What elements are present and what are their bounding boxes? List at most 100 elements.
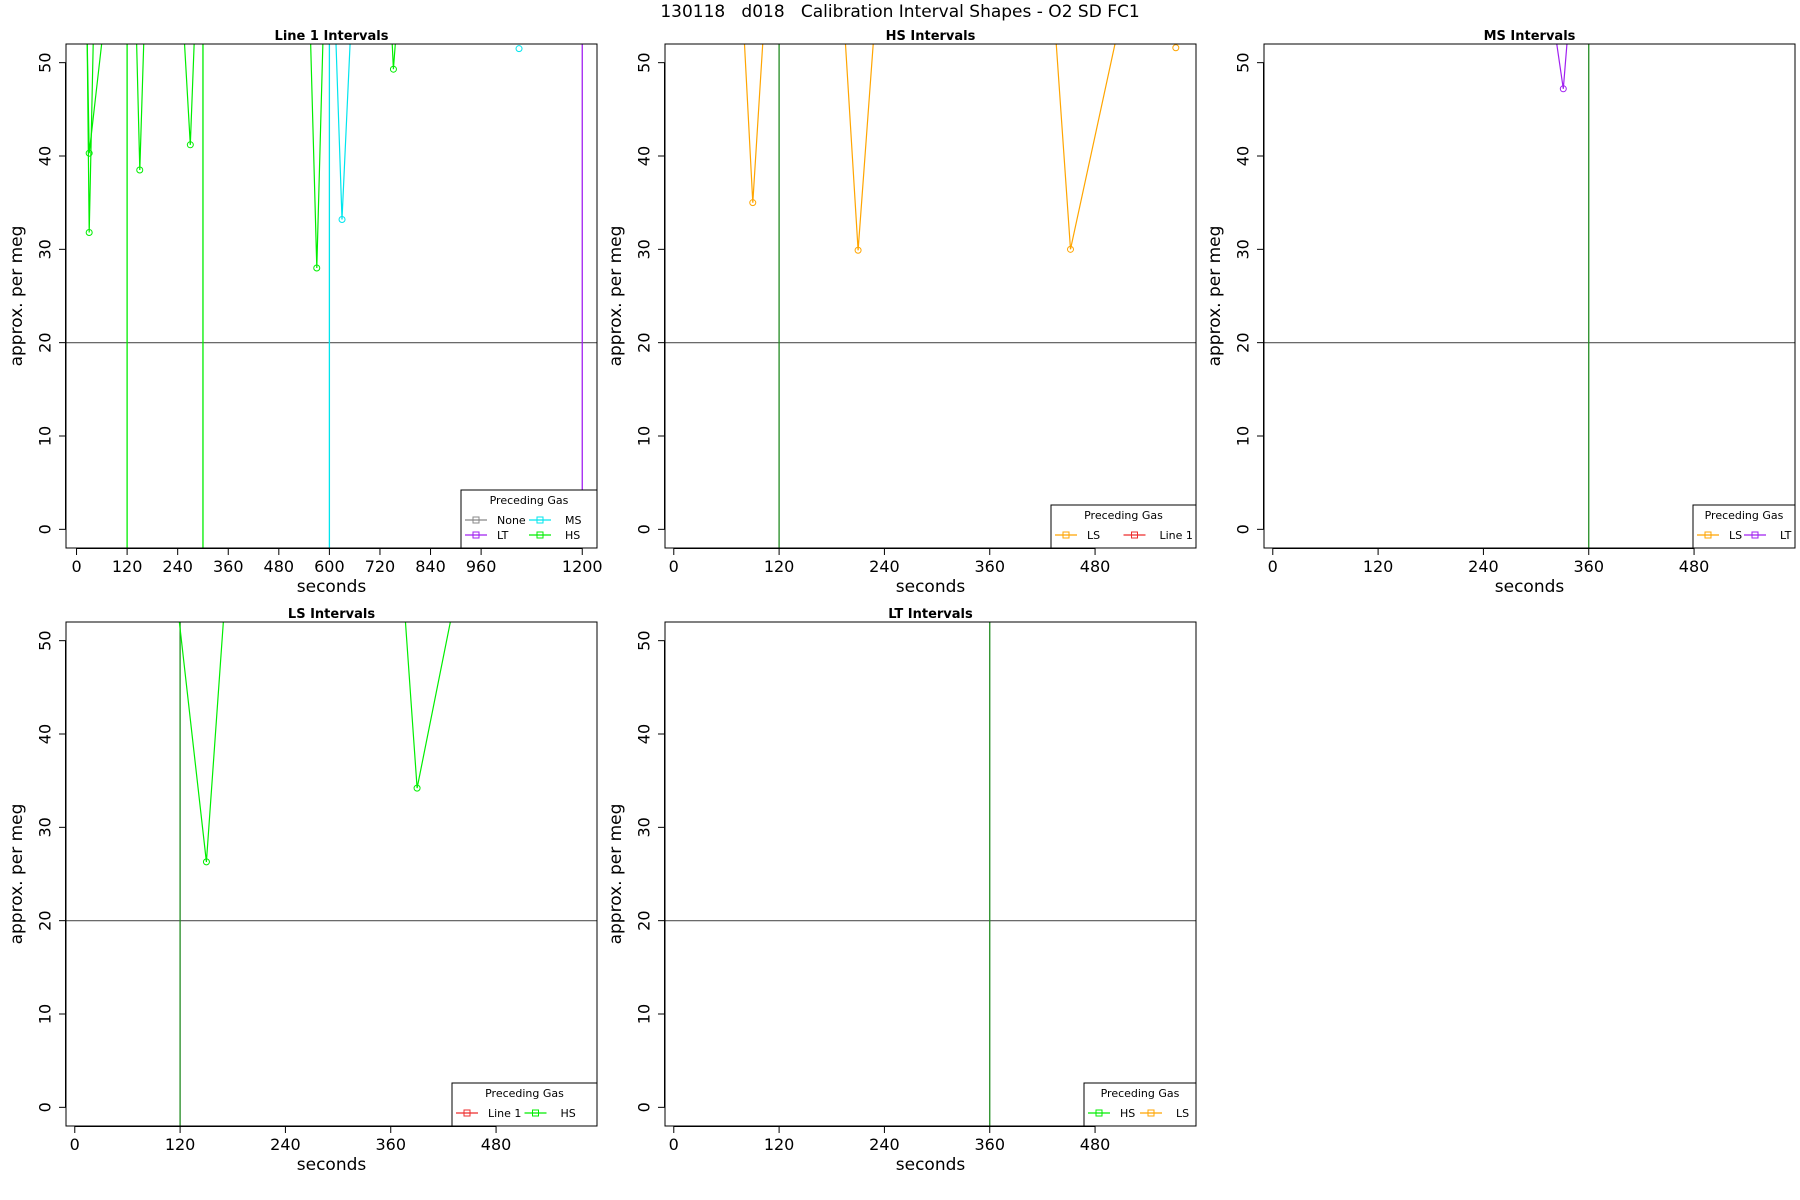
- legend-entry-label: None: [497, 514, 526, 527]
- x-tick-label: 120: [112, 557, 143, 576]
- panel-title: LT Intervals: [888, 607, 973, 622]
- y-tick-label: 50: [635, 630, 654, 650]
- legend-swatch-marker: [1131, 531, 1138, 539]
- panel-title: Line 1 Intervals: [275, 29, 389, 44]
- x-tick-label: 720: [365, 557, 396, 576]
- y-tick-label: 10: [635, 426, 654, 446]
- legend-swatch-marker: [1095, 1109, 1103, 1117]
- data-point: [413, 784, 421, 792]
- panel-5: LT Intervals 0 120 240 360 480 seconds 0 10 20 30 4…: [606, 607, 1197, 1175]
- y-axis-label: approx. per meg: [1205, 226, 1225, 367]
- y-tick-label: 0: [1234, 524, 1253, 534]
- data-point: [338, 215, 346, 223]
- legend-entry-label: LS: [1087, 529, 1100, 542]
- legend-swatch-marker: [472, 516, 480, 524]
- x-tick-label: 360: [1573, 557, 1604, 576]
- x-tick-label: 600: [314, 557, 345, 576]
- y-tick-label: 40: [36, 146, 55, 166]
- y-tick-label: 20: [1234, 332, 1253, 352]
- y-tick-label: 0: [36, 1102, 55, 1112]
- panel-2: HS Intervals 0 120 240 360 480 seconds 0 10 20 30 4…: [606, 29, 1197, 597]
- legend-swatch-marker: [472, 531, 480, 539]
- x-axis-label: seconds: [1495, 577, 1565, 597]
- plot-area: [66, 44, 597, 548]
- y-tick-label: 30: [36, 239, 55, 259]
- y-axis-label: approx. per meg: [7, 226, 27, 367]
- legend-box: [1692, 504, 1796, 549]
- data-point: [313, 264, 321, 272]
- x-tick-label: 0: [70, 1135, 80, 1154]
- legend-title: Preceding Gas: [485, 1087, 564, 1100]
- y-tick-label: 20: [635, 332, 654, 352]
- legend: Preceding Gas HS LS: [1083, 1082, 1197, 1127]
- legend-entry-label: Line 1: [1160, 529, 1193, 542]
- y-tick-label: 20: [635, 910, 654, 930]
- legend-swatch-marker: [1147, 1109, 1155, 1117]
- y-axis-label: approx. per meg: [606, 804, 626, 945]
- x-tick-label: 120: [764, 1135, 795, 1154]
- legend-swatch-marker: [536, 531, 544, 539]
- panel-title: LS Intervals: [288, 607, 375, 622]
- y-tick-label: 50: [635, 52, 654, 72]
- legend-entry-label: HS: [561, 1107, 576, 1120]
- plot-frame: [65, 621, 598, 1127]
- series-line: [310, 44, 324, 269]
- x-tick-label: 0: [1268, 557, 1278, 576]
- y-tick-label: 30: [36, 817, 55, 837]
- legend-title: Preceding Gas: [1705, 509, 1784, 522]
- y-tick-label: 50: [1234, 52, 1253, 72]
- y-tick-label: 10: [36, 1004, 55, 1024]
- legend: Preceding Gas LS LT: [1692, 504, 1796, 549]
- y-tick-label: 40: [635, 146, 654, 166]
- y-tick-label: 30: [635, 817, 654, 837]
- x-axis-label: seconds: [297, 1155, 367, 1175]
- series-line: [86, 44, 103, 154]
- data-point: [136, 166, 144, 174]
- plot-frame: [664, 43, 1197, 549]
- data-point: [1066, 245, 1074, 253]
- x-tick-label: 480: [1080, 1135, 1111, 1154]
- plot-frame: [1263, 43, 1796, 549]
- y-tick-label: 20: [36, 332, 55, 352]
- series-line: [391, 44, 396, 70]
- series-line: [183, 44, 195, 145]
- legend-entry-label: Line 1: [488, 1107, 521, 1120]
- x-tick-label: 0: [669, 1135, 679, 1154]
- y-tick-label: 10: [36, 426, 55, 446]
- legend-box: [1050, 504, 1197, 549]
- legend-swatch-marker: [532, 1109, 539, 1117]
- series-line: [136, 44, 145, 171]
- panel-title: HS Intervals: [886, 29, 976, 44]
- data-point: [854, 246, 862, 254]
- x-tick-label: 240: [162, 557, 193, 576]
- figure-title: 130118 d018 Calibration Interval Shapes …: [660, 2, 1140, 22]
- y-tick-label: 0: [635, 524, 654, 534]
- data-point: [202, 858, 210, 866]
- legend: Preceding Gas Line 1 HS: [451, 1082, 598, 1127]
- data-point: [389, 65, 397, 73]
- plot-frame: [664, 621, 1197, 1127]
- plot-frame: [65, 43, 598, 549]
- legend-entry-label: LS: [1176, 1107, 1189, 1120]
- panel-3: MS Intervals 0 120 240 360 480 seconds 0 10 20 30 4…: [1205, 29, 1796, 597]
- x-tick-label: 120: [764, 557, 795, 576]
- series-line: [404, 622, 451, 789]
- x-axis-label: seconds: [297, 577, 367, 597]
- y-tick-label: 20: [36, 910, 55, 930]
- y-tick-label: 0: [635, 1102, 654, 1112]
- x-axis-label: seconds: [896, 1155, 966, 1175]
- series-line: [743, 44, 764, 203]
- x-tick-label: 480: [481, 1135, 512, 1154]
- legend-swatch-marker: [463, 1109, 471, 1117]
- legend-title: Preceding Gas: [1101, 1087, 1180, 1100]
- panel-4: LS Intervals 0 120 240 360 480 seconds 0 10 20 30 4…: [7, 607, 598, 1175]
- x-tick-label: 240: [869, 1135, 900, 1154]
- legend: Preceding Gas None MS LT HS: [460, 489, 598, 549]
- x-tick-label: 360: [974, 557, 1005, 576]
- data-point: [85, 229, 93, 237]
- x-tick-label: 840: [415, 557, 446, 576]
- series-line: [178, 622, 224, 862]
- x-axis-label: seconds: [896, 577, 966, 597]
- x-tick-label: 240: [1468, 557, 1499, 576]
- plot-area: [1264, 44, 1795, 548]
